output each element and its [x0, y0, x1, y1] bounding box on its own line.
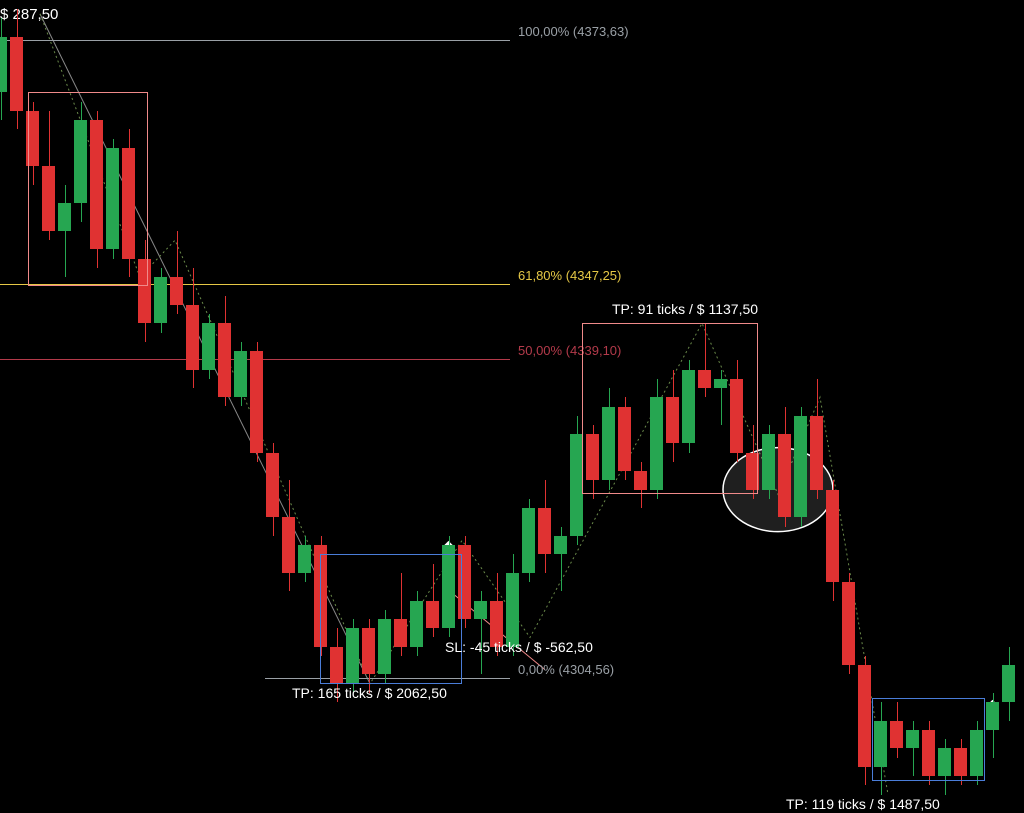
candle-bull: [794, 416, 807, 518]
candle-bear: [266, 453, 279, 518]
candle-bull: [522, 508, 535, 573]
fib-level-label: 0,00% (4304,56): [518, 662, 614, 677]
candle-bull: [762, 434, 775, 489]
candle-bear: [218, 323, 231, 397]
candle-bear: [778, 434, 791, 517]
candle-bear: [250, 351, 263, 453]
candle-bear: [538, 508, 551, 554]
candle-bull: [234, 351, 247, 397]
chart-header-price: $ 287,50: [0, 6, 58, 23]
fib-level-label: 61,80% (4347,25): [518, 268, 621, 283]
chart-zone-box: [320, 554, 462, 683]
candle-bear: [810, 416, 823, 490]
candle-bull: [154, 277, 167, 323]
candle-bear: [170, 277, 183, 305]
candle-bull: [506, 573, 519, 647]
candle-bear: [282, 517, 295, 572]
candle-bull: [298, 545, 311, 573]
candle-bear: [858, 665, 871, 767]
chart-zone-box: [582, 323, 758, 494]
candle-bear: [186, 305, 199, 370]
trade-annotation: TP: 91 ticks / $ 1137,50: [612, 301, 758, 317]
fib-level-line: [0, 40, 510, 41]
candle-bull: [0, 37, 7, 92]
candle-bear: [826, 490, 839, 582]
trade-annotation: SL: -45 ticks / $ -562,50: [445, 639, 593, 655]
candle-bear: [10, 37, 23, 111]
candle-bull: [202, 323, 215, 369]
candle-bull: [474, 601, 487, 619]
trade-annotation: TP: 165 ticks / $ 2062,50: [292, 685, 447, 701]
candle-bull: [1002, 665, 1015, 702]
candle-bull: [986, 702, 999, 730]
fib-level-label: 100,00% (4373,63): [518, 24, 629, 39]
chart-zone-box: [872, 698, 985, 781]
trade-annotation: TP: 119 ticks / $ 1487,50: [786, 796, 940, 812]
candlestick-chart[interactable]: $ 287,50 100,00% (4373,63) 61,80% (4347,2…: [0, 0, 1024, 813]
chart-zone-box: [28, 92, 148, 286]
candle-bull: [554, 536, 567, 554]
candle-bear: [842, 582, 855, 665]
zigzag-line: [40, 14, 888, 795]
